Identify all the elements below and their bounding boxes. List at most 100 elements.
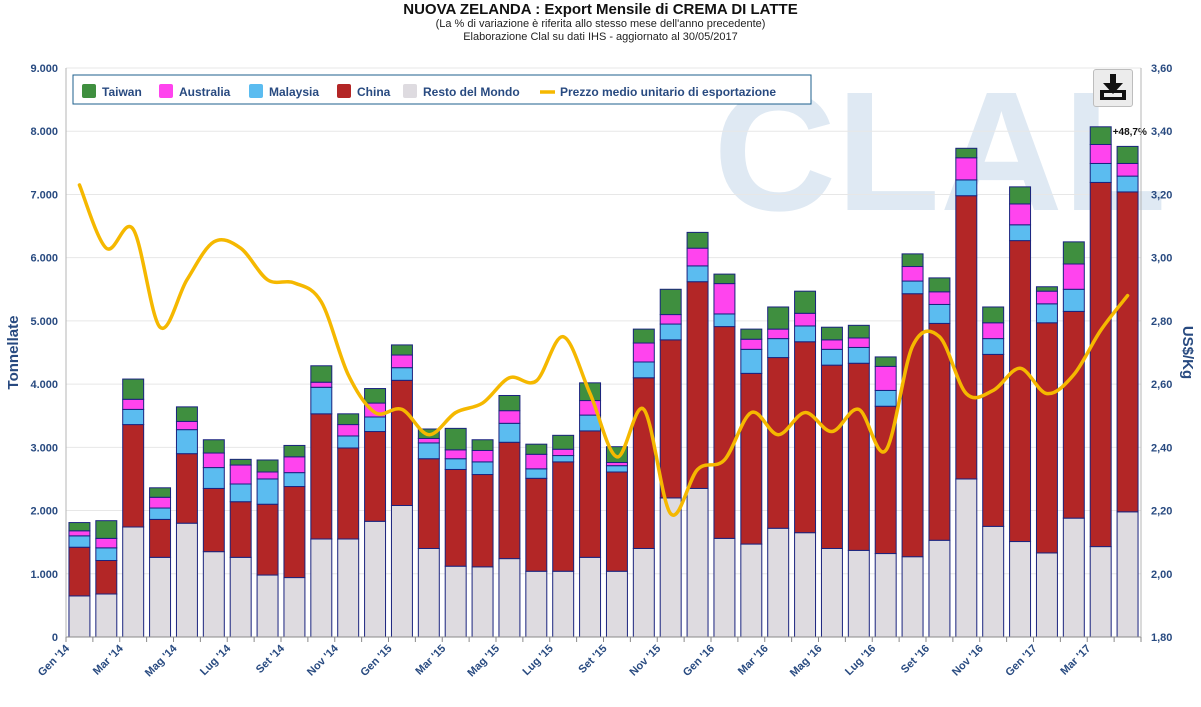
- y-tick-label: 7.000: [30, 189, 58, 201]
- bar-malaysia: [1009, 224, 1032, 242]
- x-tick-label: Gen '14: [36, 642, 73, 679]
- legend-label-australia: Australia: [179, 85, 231, 99]
- x-tick-label: Set '15: [576, 643, 609, 676]
- x-tick-label: Mar '17: [1058, 643, 1093, 678]
- bar-taiwan: [256, 459, 279, 473]
- bar-resto: [632, 547, 655, 638]
- bar-china: [417, 458, 440, 549]
- bar-taiwan: [202, 439, 225, 454]
- bar-australia: [444, 449, 467, 460]
- bar-resto: [390, 504, 413, 638]
- legend-label-resto: Resto del Mondo: [423, 85, 520, 99]
- bar-china: [767, 357, 790, 529]
- bar-australia: [713, 283, 736, 315]
- bar-taiwan: [955, 147, 978, 159]
- x-tick-label: Mag '15: [465, 643, 502, 680]
- bar-china: [982, 353, 1005, 527]
- y-axis-title: Tonnellate: [5, 316, 22, 390]
- y2-tick-label: 2,40: [1151, 442, 1172, 454]
- bar-resto: [95, 593, 118, 638]
- y-tick-label: 0: [52, 632, 58, 644]
- bar-china: [1062, 310, 1085, 519]
- bar-resto: [659, 497, 682, 638]
- legend-label-taiwan: Taiwan: [102, 85, 142, 99]
- bar-taiwan: [794, 290, 817, 314]
- bar-malaysia: [149, 507, 172, 520]
- bar-malaysia: [552, 455, 575, 463]
- bar-australia: [659, 314, 682, 325]
- bar-resto: [579, 556, 602, 638]
- bar-malaysia: [767, 338, 790, 359]
- legend-swatch-malaysia: [249, 84, 263, 98]
- bar-taiwan: [686, 231, 709, 249]
- legend-swatch-china: [337, 84, 351, 98]
- download-icon: [1100, 74, 1126, 100]
- bar-malaysia: [175, 429, 198, 455]
- bar-resto: [149, 556, 172, 638]
- bar-resto: [794, 532, 817, 638]
- x-tick-label: Mar '14: [91, 642, 127, 678]
- bar-china: [256, 503, 279, 576]
- bar-australia: [740, 338, 763, 350]
- y-tick-label: 9.000: [30, 63, 58, 75]
- bar-resto: [1035, 552, 1058, 638]
- bar-australia: [1009, 203, 1032, 226]
- bar-malaysia: [283, 472, 306, 488]
- bar-taiwan: [525, 443, 548, 455]
- bar-resto: [874, 553, 897, 638]
- x-tick-label: Mag '14: [143, 642, 180, 679]
- bar-australia: [95, 537, 118, 549]
- y2-tick-label: 3,00: [1151, 253, 1172, 265]
- bar-australia: [874, 365, 897, 391]
- bar-taiwan: [229, 458, 252, 466]
- bar-taiwan: [928, 277, 951, 293]
- bar-malaysia: [525, 468, 548, 479]
- legend-label-china: China: [357, 85, 391, 99]
- bar-resto: [686, 487, 709, 638]
- y2-tick-label: 3,60: [1151, 63, 1172, 75]
- bar-taiwan: [444, 427, 467, 451]
- bar-taiwan: [767, 306, 790, 330]
- bar-malaysia: [686, 265, 709, 283]
- bar-china: [605, 471, 628, 572]
- bar-china: [337, 447, 360, 540]
- bar-malaysia: [901, 280, 924, 295]
- bar-australia: [928, 291, 951, 305]
- bar-taiwan: [552, 434, 575, 450]
- bar-taiwan: [901, 253, 924, 268]
- bar-taiwan: [713, 273, 736, 285]
- bar-resto: [1062, 517, 1085, 638]
- bar-resto: [229, 556, 252, 638]
- bar-malaysia: [820, 348, 843, 366]
- bar-australia: [68, 530, 91, 537]
- bar-australia: [525, 453, 548, 470]
- bar-china: [283, 486, 306, 579]
- x-tick-label: Mag '16: [788, 643, 825, 680]
- legend-box: [72, 74, 812, 105]
- bar-china: [95, 560, 118, 595]
- variation-label: +48,7%: [1113, 127, 1147, 138]
- bar-china: [1089, 181, 1112, 548]
- x-tick-label: Lug '14: [198, 642, 234, 678]
- bar-resto: [444, 565, 467, 638]
- legend-swatch-australia: [159, 84, 173, 98]
- bar-resto: [256, 574, 279, 638]
- bar-australia: [337, 424, 360, 437]
- bar-resto: [175, 522, 198, 638]
- bar-australia: [310, 381, 333, 388]
- bar-malaysia: [68, 535, 91, 548]
- bar-taiwan: [1035, 286, 1058, 292]
- bar-resto: [122, 526, 145, 638]
- bar-malaysia: [847, 346, 870, 364]
- bar-resto: [1116, 511, 1139, 638]
- bar-resto: [498, 558, 521, 638]
- y-tick-label: 4.000: [30, 379, 58, 391]
- bar-australia: [256, 471, 279, 480]
- bar-australia: [794, 312, 817, 327]
- x-tick-label: Lug '16: [843, 643, 878, 678]
- download-button[interactable]: [1093, 69, 1133, 107]
- legend-label-price: Prezzo medio unitario di esportazione: [560, 85, 776, 99]
- bar-resto: [337, 538, 360, 638]
- bar-china: [552, 461, 575, 572]
- bar-taiwan: [175, 406, 198, 422]
